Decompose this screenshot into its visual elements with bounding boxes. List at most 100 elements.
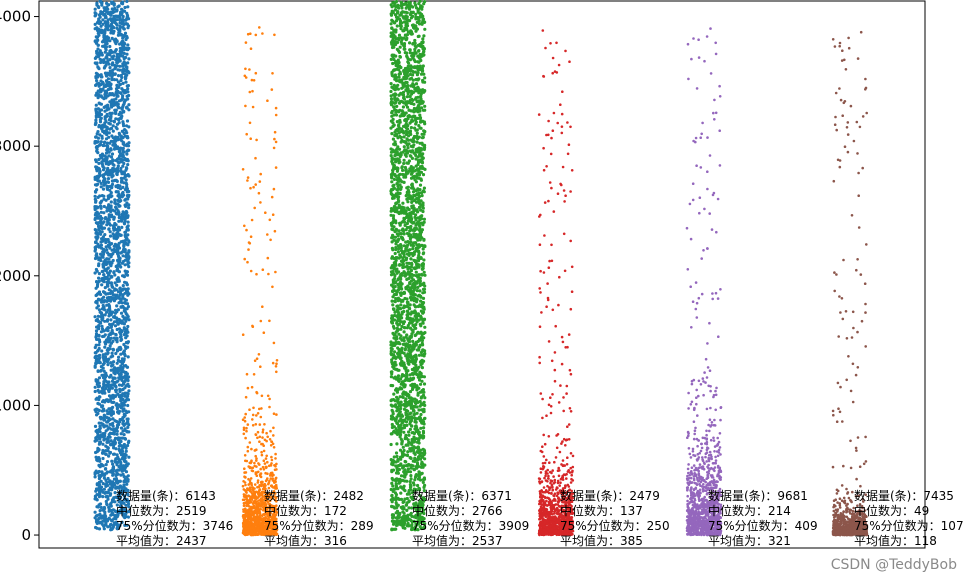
data-point [125,430,129,434]
data-point [121,387,125,391]
data-point [245,495,248,499]
data-point [110,508,114,513]
data-point [266,256,270,260]
data-point [94,135,98,139]
data-point [127,505,131,509]
data-point [125,194,129,198]
data-point [98,220,102,224]
data-point [245,429,248,433]
data-point [125,187,129,191]
data-point [126,144,131,148]
data-point [255,509,259,512]
data-point [113,21,117,25]
data-point [243,419,247,423]
data-point [102,211,106,215]
data-point [99,140,103,144]
data-point [119,78,123,83]
data-point [119,180,124,184]
data-point [266,435,270,439]
data-point [106,427,110,431]
data-point [123,263,127,267]
data-point [119,73,123,78]
data-point [115,419,119,424]
data-point [121,185,125,189]
data-point [115,304,119,308]
data-point [246,179,249,182]
data-point [389,94,393,98]
data-point [106,149,110,153]
data-point [102,97,106,101]
data-point [96,448,101,452]
data-point [96,65,100,69]
data-point [250,218,254,222]
data-point [251,418,254,421]
data-point [123,198,127,202]
data-point [266,99,269,102]
data-point [123,157,127,161]
data-point [97,324,101,328]
data-point [100,58,104,62]
data-point [118,149,122,153]
data-point [112,315,116,319]
data-point [93,7,97,11]
data-point [108,49,112,53]
data-point [96,107,100,111]
data-point [243,501,246,505]
data-point [124,166,128,170]
data-point [115,60,119,65]
data-point [261,268,265,272]
data-point [248,68,251,71]
data-point [110,185,114,189]
data-point [118,199,122,203]
data-point [124,55,128,60]
data-point [95,232,100,236]
data-point [101,456,105,461]
data-point [246,423,250,426]
data-point [96,140,100,144]
data-point [121,68,125,72]
data-point [124,209,128,214]
data-point [126,90,130,94]
data-point [111,139,115,144]
data-point [269,429,272,433]
data-point [106,144,110,148]
data-point [112,452,116,456]
data-point [95,188,99,192]
data-point [395,442,399,446]
data-point [248,441,252,444]
data-point [95,526,99,530]
data-point [96,434,100,438]
data-point [121,287,125,291]
data-point [253,461,256,465]
data-point [104,352,108,356]
data-point [110,111,114,115]
data-point [109,325,113,329]
data-point [103,345,107,349]
data-point [113,383,117,387]
data-point [108,66,112,70]
data-point [98,102,102,106]
data-point [126,403,130,408]
data-point [124,319,128,323]
data-point [122,464,126,468]
data-point [112,163,116,167]
data-point [247,499,251,503]
data-point [405,277,409,281]
data-point [399,491,403,495]
data-point [241,333,245,337]
data-point [116,94,120,98]
data-point [95,337,99,341]
data-point [120,195,124,199]
data-point [125,242,129,246]
data-point [106,177,111,181]
data-point [275,468,278,471]
data-point [274,140,278,144]
data-point [102,6,106,10]
data-point [259,365,262,369]
data-point [122,141,126,145]
data-point [261,436,264,439]
data-point [124,37,128,42]
data-point [107,135,111,139]
data-point [254,423,258,426]
data-point [126,87,130,91]
